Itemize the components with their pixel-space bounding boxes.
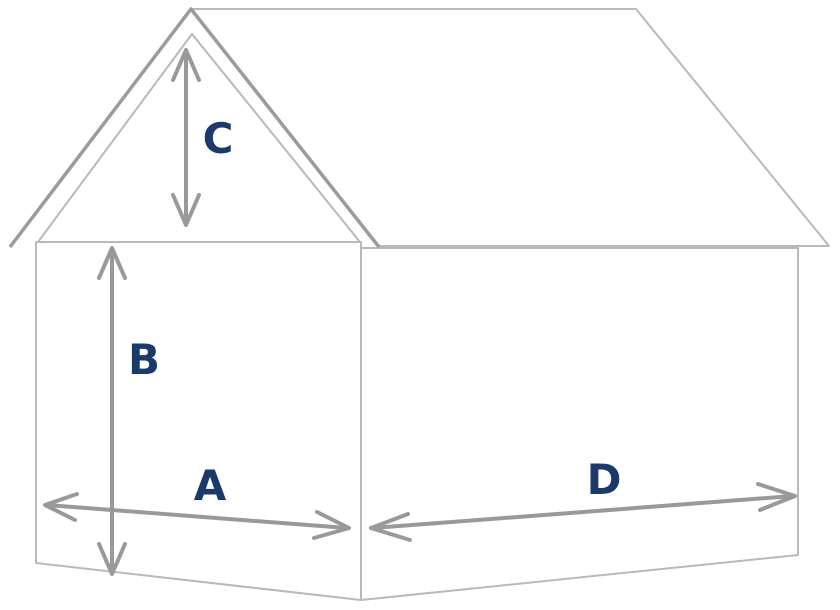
dimension-b-arrow — [97, 246, 127, 576]
roof-front-edge — [8, 7, 381, 249]
dimension-a-arrow — [43, 492, 351, 540]
gable-inner-trim — [37, 33, 361, 243]
dimension-c-arrow — [171, 48, 201, 227]
dimension-c-label: C — [203, 114, 234, 163]
dimension-d-label: D — [587, 455, 622, 504]
dimension-b-label: B — [128, 335, 160, 384]
side-wall — [360, 247, 799, 601]
dimension-d-arrow — [369, 482, 797, 542]
house-outline — [8, 7, 830, 601]
dimension-a-label: A — [194, 461, 227, 510]
front-wall — [35, 241, 362, 601]
